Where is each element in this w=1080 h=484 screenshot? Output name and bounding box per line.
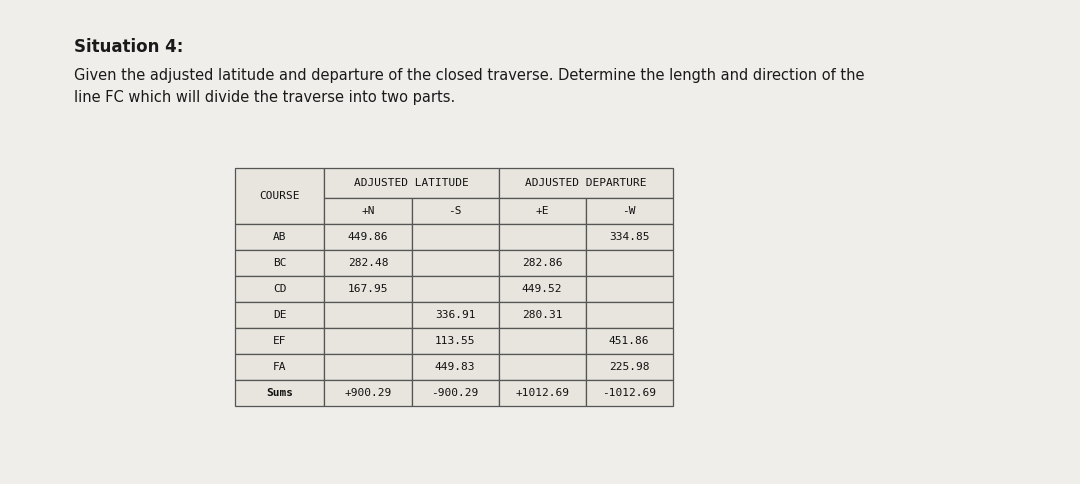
Bar	[499, 168, 673, 198]
Bar	[324, 380, 411, 406]
Bar	[499, 198, 585, 224]
Text: 113.55: 113.55	[435, 336, 475, 346]
Bar	[324, 168, 499, 198]
Text: -1012.69: -1012.69	[603, 388, 657, 398]
Text: BC: BC	[273, 258, 286, 268]
Text: Sums: Sums	[267, 388, 294, 398]
Bar	[499, 328, 585, 354]
Bar	[585, 198, 673, 224]
Bar	[499, 354, 585, 380]
Bar	[411, 354, 499, 380]
Bar	[411, 250, 499, 276]
Text: Situation 4:: Situation 4:	[75, 38, 184, 56]
Text: 225.98: 225.98	[609, 362, 649, 372]
Bar	[235, 168, 324, 224]
Bar	[411, 198, 499, 224]
Bar	[324, 328, 411, 354]
Bar	[585, 328, 673, 354]
Bar	[324, 276, 411, 302]
Bar	[585, 354, 673, 380]
Bar	[324, 302, 411, 328]
Text: 280.31: 280.31	[522, 310, 563, 320]
Text: 451.86: 451.86	[609, 336, 649, 346]
Bar	[235, 354, 324, 380]
Text: CD: CD	[273, 284, 286, 294]
Bar	[235, 302, 324, 328]
Text: DE: DE	[273, 310, 286, 320]
Text: +N: +N	[361, 206, 375, 216]
Bar	[411, 224, 499, 250]
Text: 167.95: 167.95	[348, 284, 388, 294]
Bar	[411, 328, 499, 354]
Text: 449.52: 449.52	[522, 284, 563, 294]
Text: -S: -S	[448, 206, 462, 216]
Bar	[411, 380, 499, 406]
Text: 449.86: 449.86	[348, 232, 388, 242]
Text: 282.48: 282.48	[348, 258, 388, 268]
Bar	[324, 198, 411, 224]
Bar	[411, 276, 499, 302]
Bar	[235, 224, 324, 250]
Bar	[235, 328, 324, 354]
Text: ADJUSTED DEPARTURE: ADJUSTED DEPARTURE	[525, 178, 646, 188]
Bar	[235, 276, 324, 302]
Bar	[499, 276, 585, 302]
Text: -W: -W	[622, 206, 636, 216]
Bar	[585, 302, 673, 328]
Bar	[324, 354, 411, 380]
Bar	[324, 250, 411, 276]
Text: ADJUSTED LATITUDE: ADJUSTED LATITUDE	[354, 178, 469, 188]
Text: FA: FA	[273, 362, 286, 372]
Bar	[585, 276, 673, 302]
Bar	[235, 380, 324, 406]
Text: 282.86: 282.86	[522, 258, 563, 268]
Text: +1012.69: +1012.69	[515, 388, 569, 398]
Text: +900.29: +900.29	[345, 388, 392, 398]
Bar	[499, 380, 585, 406]
Bar	[324, 224, 411, 250]
Bar	[585, 224, 673, 250]
Bar	[585, 380, 673, 406]
Bar	[499, 224, 585, 250]
Text: 334.85: 334.85	[609, 232, 649, 242]
Text: Given the adjusted latitude and departure of the closed traverse. Determine the : Given the adjusted latitude and departur…	[75, 68, 865, 105]
Bar	[235, 250, 324, 276]
Text: +E: +E	[536, 206, 549, 216]
Bar	[411, 302, 499, 328]
Text: EF: EF	[273, 336, 286, 346]
Text: 449.83: 449.83	[435, 362, 475, 372]
Bar	[585, 250, 673, 276]
Bar	[499, 250, 585, 276]
Text: 336.91: 336.91	[435, 310, 475, 320]
Text: COURSE: COURSE	[259, 191, 300, 201]
Bar	[499, 302, 585, 328]
Text: AB: AB	[273, 232, 286, 242]
Text: -900.29: -900.29	[431, 388, 478, 398]
